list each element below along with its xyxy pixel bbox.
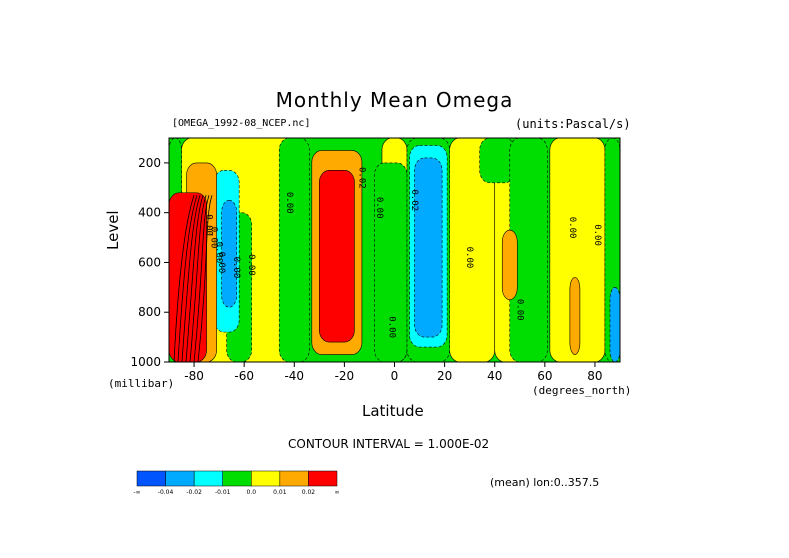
contour-label: 0.00 — [284, 192, 294, 214]
colorbar-label: -∞ — [133, 489, 140, 496]
colorbar-swatch — [222, 470, 252, 487]
x-tick-label: 20 — [437, 369, 452, 383]
file-label: [OMEGA_1992-08_NCEP.nc] — [172, 118, 311, 129]
colorbar-label: -0.02 — [186, 489, 202, 496]
contour-label: 0.00 — [231, 257, 241, 279]
x-tick-label: 40 — [487, 369, 502, 383]
colorbar-label: ∞ — [335, 489, 340, 496]
contour-label: 0.02 — [409, 189, 419, 211]
colorbar-label: -0.01 — [215, 489, 231, 496]
x-axis-units: (degrees_north) — [532, 384, 632, 397]
chart-title: Monthly Mean Omega — [275, 88, 514, 112]
contour-region — [169, 192, 207, 362]
axes: -80 -60 -40 -20 0 20 40 60 80 200 400 600 800 1000 — [130, 156, 602, 383]
x-tick-label: -20 — [335, 369, 355, 383]
plot-area: 0.000.000.000.00 0.00 0.000.000.020.000.00… — [169, 138, 620, 362]
contour-region — [609, 287, 620, 362]
colorbar-swatch — [193, 470, 223, 487]
mean-longitude-text: (mean) lon:0..357.5 — [490, 476, 600, 489]
contour-line — [173, 195, 195, 362]
contour-region — [319, 170, 355, 343]
y-tick-label: 600 — [138, 255, 161, 269]
x-tick-label: -60 — [234, 369, 254, 383]
colorbar-swatch — [136, 470, 166, 487]
contour-label: 0.00 — [216, 252, 226, 274]
x-tick-label: 80 — [587, 369, 602, 383]
contour-region — [278, 138, 310, 362]
y-tick-label: 200 — [138, 156, 161, 170]
x-tick-label: -80 — [184, 369, 204, 383]
x-tick-label: 60 — [537, 369, 552, 383]
colorbar-label: -0.04 — [158, 489, 174, 496]
contour-line — [177, 195, 198, 362]
colorbar-swatch — [308, 470, 338, 487]
colorbar-label: 0.02 — [302, 489, 316, 496]
colorbar-swatch — [279, 470, 309, 487]
contour-line — [189, 195, 207, 362]
contour-label: 0.00 — [592, 224, 602, 246]
contour-line — [185, 195, 204, 362]
y-tick-label: 800 — [138, 305, 161, 319]
contour-line — [181, 195, 201, 362]
contour-label: 0.00 — [464, 247, 474, 269]
contour-label: 0.00 — [214, 242, 224, 264]
units-label: (units:Pascal/s) — [515, 117, 631, 131]
colorbar-label: 0.0 — [247, 489, 257, 496]
contour-label: 0.00 — [514, 299, 524, 321]
contour-label: 0.00 — [374, 197, 384, 219]
contour-region — [569, 277, 581, 355]
x-axis-label: Latitude — [362, 402, 424, 420]
contour-label: 0.00 — [246, 254, 256, 276]
contour-region — [414, 157, 443, 338]
colorbar-label: 0.01 — [273, 489, 287, 496]
colorbar-swatch — [251, 470, 281, 487]
contour-label: 0.00 — [204, 214, 214, 236]
y-tick-label: 1000 — [130, 355, 161, 369]
contour-interval-text: CONTOUR INTERVAL = 1.000E-02 — [288, 437, 490, 451]
contour-label: 0.00 — [386, 316, 396, 338]
contour-region — [501, 229, 518, 301]
y-tick-label: 400 — [138, 206, 161, 220]
x-tick-label: 0 — [391, 369, 399, 383]
contour-label: 0.00 — [567, 217, 577, 239]
colorbar: -∞ -0.04 -0.02 -0.01 0.0 0.01 0.02 ∞ — [133, 470, 340, 496]
x-tick-label: -40 — [284, 369, 304, 383]
colorbar-swatch — [165, 470, 195, 487]
contour-region — [221, 199, 237, 308]
contour-label: 0.02 — [356, 167, 366, 189]
contour-line — [193, 195, 210, 362]
contour-line — [197, 195, 213, 362]
y-axis-units: (millibar) — [108, 377, 175, 390]
contour-label: 0.00 — [209, 227, 219, 249]
